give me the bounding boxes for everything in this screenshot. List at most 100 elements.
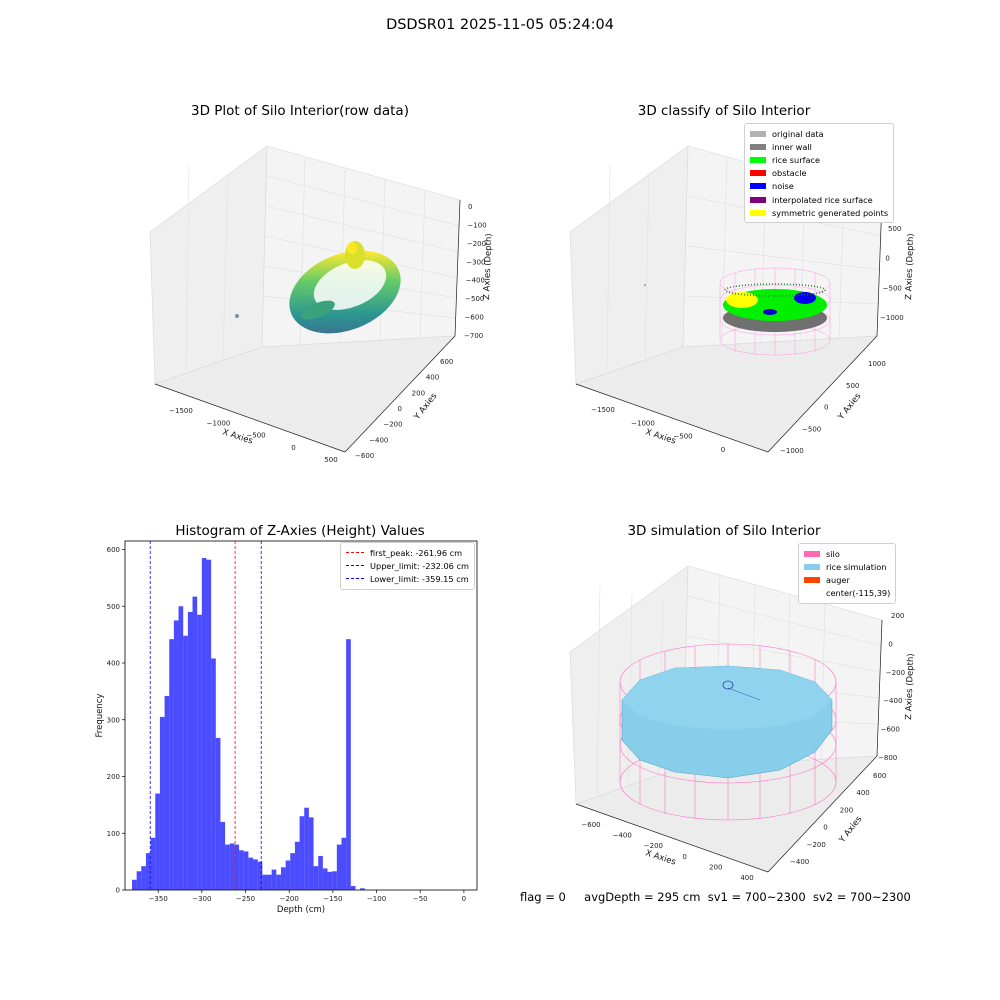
sim-x-tick: −600	[581, 821, 600, 829]
sim-z-tick: −800	[878, 754, 897, 762]
classify-y-tick: 500	[846, 382, 859, 390]
histogram-bar	[276, 874, 281, 890]
raw-z-tick: −400	[466, 277, 485, 285]
status-sv2: sv2 = 700~2300	[812, 890, 911, 904]
histogram-bar	[215, 737, 221, 890]
sim-z-axis-label: Z Axies (Depth)	[904, 653, 916, 720]
histogram-title: Histogram of Z-Axies (Height) Values	[175, 523, 425, 539]
classify-legend-label: interpolated rice surface	[772, 194, 873, 205]
status-line: flag = 0 avgDepth = 295 cm sv1 = 700~230…	[520, 890, 911, 904]
classify-legend-label: original data	[772, 128, 824, 139]
sim-z-tick: −600	[881, 726, 900, 734]
status-sv1: sv1 = 700~2300	[707, 890, 806, 904]
classify-legend-item: original data	[750, 127, 888, 140]
histogram-bar	[173, 620, 179, 890]
hist-legend-swatch	[346, 552, 364, 554]
histogram-y-tick-label: 300	[107, 716, 120, 724]
classify-y-tick: 1000	[868, 360, 886, 368]
histogram-bar	[150, 837, 156, 890]
sim-x-tick: −200	[644, 842, 663, 850]
sim-legend-swatch	[804, 563, 820, 570]
histogram-y-tick-label: 600	[107, 546, 120, 554]
histogram-bar	[350, 886, 356, 890]
raw-y-tick: −600	[355, 452, 374, 460]
sim-x-axis-label: X Axies	[644, 848, 677, 867]
histogram-bar	[346, 639, 351, 890]
histogram-bar	[169, 639, 174, 890]
classify-x-tick: −1500	[591, 406, 615, 414]
raw-z-axis-label: Z Axies (Depth)	[482, 233, 494, 300]
sim-y-tick: 600	[873, 772, 886, 780]
classify-legend-label: symmetric generated points	[772, 207, 889, 218]
histogram-bar	[299, 816, 305, 890]
classify-point-cloud	[644, 267, 831, 356]
histogram-bar	[248, 857, 254, 890]
histogram-bar	[206, 559, 212, 890]
sim-legend-item: rice simulation	[804, 560, 890, 573]
sim-legend-label: center(-115,39)	[826, 588, 891, 599]
histogram-bar	[178, 606, 184, 890]
histogram-bar	[294, 841, 300, 890]
histogram-bar	[336, 844, 342, 890]
classify-y-tick: 0	[824, 404, 828, 412]
histogram-bar	[266, 874, 272, 890]
sim-y-tick: 400	[856, 789, 869, 797]
histogram-legend: first_peak: -261.96 cm Upper_limit: -232.…	[340, 542, 475, 590]
classify-legend-label: rice surface	[772, 154, 821, 165]
histogram-bar	[239, 850, 244, 890]
histogram-bar	[201, 558, 207, 890]
histogram-y-tick-label: 200	[107, 773, 120, 781]
classify-z-tick: −500	[883, 284, 902, 292]
raw-y-tick: 200	[412, 389, 425, 397]
figure-title: DSDSR01 2025-11-05 05:24:04	[386, 17, 614, 33]
classify-legend: original data inner wall rice surface obsta…	[744, 123, 895, 224]
histogram-bar	[225, 844, 230, 890]
histogram-bar	[243, 851, 249, 890]
classify-legend-item: interpolated rice surface	[750, 193, 888, 206]
sim-legend-swatch	[804, 550, 820, 557]
simulation-plot-title: 3D simulation of Silo Interior	[627, 523, 821, 539]
status-avg-depth: avgDepth = 295 cm	[584, 890, 701, 904]
raw-x-tick: 0	[291, 444, 295, 452]
classify-x-tick: 0	[721, 446, 725, 454]
histogram-x-tick-label: 0	[462, 895, 466, 903]
classify-legend-label: noise	[772, 181, 794, 192]
sim-z-tick: −400	[883, 697, 902, 705]
histogram-bar	[234, 844, 240, 890]
sim-legend-item: center(-115,39)	[804, 587, 890, 600]
sim-legend-label: auger	[826, 574, 850, 585]
histogram-bar	[313, 866, 319, 890]
classify-legend-item: symmetric generated points	[750, 206, 888, 219]
classify-legend-item: noise	[750, 180, 888, 193]
classify-z-tick: −1000	[880, 314, 904, 322]
histogram-bar	[360, 888, 365, 890]
sim-x-tick: 400	[740, 874, 753, 882]
histogram-x-axis-label: Depth (cm)	[277, 905, 325, 915]
hist-legend-swatch	[346, 578, 364, 580]
sim-x-tick: 200	[709, 863, 722, 871]
histogram-bar	[341, 837, 347, 890]
sim-legend-label: rice simulation	[826, 561, 887, 572]
raw-y-tick: −200	[383, 421, 402, 429]
classify-legend-swatch	[750, 130, 766, 137]
histogram-x-tick-label: −100	[367, 895, 386, 903]
raw-x-tick: −1500	[169, 407, 193, 415]
raw-x-tick: 500	[324, 456, 337, 464]
sim-x-tick: 0	[682, 853, 686, 861]
histogram-bar	[308, 817, 314, 890]
histogram-x-tick-label: −300	[192, 895, 211, 903]
sim-legend-label: silo	[826, 548, 840, 559]
sim-z-tick: −200	[886, 669, 905, 677]
raw-z-tick: −300	[466, 258, 485, 266]
hist-legend-item: Upper_limit: -232.06 cm	[346, 559, 469, 572]
histogram-bar	[229, 843, 235, 890]
histogram-bar	[220, 821, 226, 890]
sim-legend-item: silo	[804, 547, 890, 560]
sim-y-tick: −200	[807, 841, 826, 849]
histogram-bar	[136, 871, 142, 890]
raw-point-cloud	[235, 241, 401, 334]
raw-z-tick: −500	[465, 295, 484, 303]
classify-y-tick: −1000	[780, 447, 804, 455]
histogram-y-tick-label: 400	[107, 660, 120, 668]
histogram-bar	[271, 869, 277, 890]
